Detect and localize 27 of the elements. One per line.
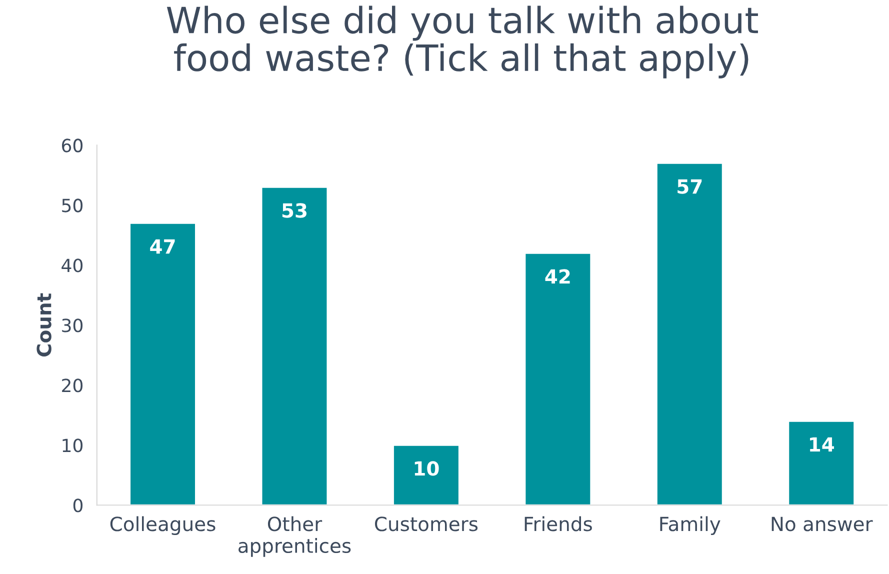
y-tick-label: 40 bbox=[62, 258, 83, 272]
data-label: 47 bbox=[150, 239, 175, 254]
y-tick-label: 30 bbox=[62, 318, 83, 332]
y-tick-label: 50 bbox=[62, 198, 83, 212]
bar bbox=[788, 420, 855, 506]
chart-title: Who else did you talk with about food waste? (Tick all that apply) bbox=[166, 6, 758, 78]
y-tick-label: 0 bbox=[73, 498, 83, 512]
bar bbox=[524, 252, 592, 506]
x-tick-label: Friends bbox=[524, 516, 592, 532]
bar bbox=[260, 186, 328, 506]
data-label: 42 bbox=[545, 269, 570, 284]
x-tick-label: Customers bbox=[375, 516, 478, 532]
y-tick-label: 20 bbox=[62, 378, 83, 392]
bar bbox=[129, 222, 196, 506]
x-tick-label: Colleagues bbox=[110, 516, 216, 536]
data-label: 53 bbox=[282, 203, 306, 218]
x-tick-label: No answer bbox=[772, 516, 873, 532]
bar bbox=[656, 162, 724, 506]
y-tick-label: 10 bbox=[62, 438, 83, 452]
x-tick-label: Family bbox=[660, 516, 720, 536]
y-axis-title: Count bbox=[36, 293, 52, 357]
data-label: 57 bbox=[678, 179, 702, 194]
y-tick-label: 60 bbox=[62, 138, 83, 152]
data-label: 10 bbox=[414, 461, 439, 476]
x-tick-label: Other apprentices bbox=[238, 516, 351, 557]
bar bbox=[392, 444, 460, 506]
data-label: 14 bbox=[810, 437, 834, 452]
